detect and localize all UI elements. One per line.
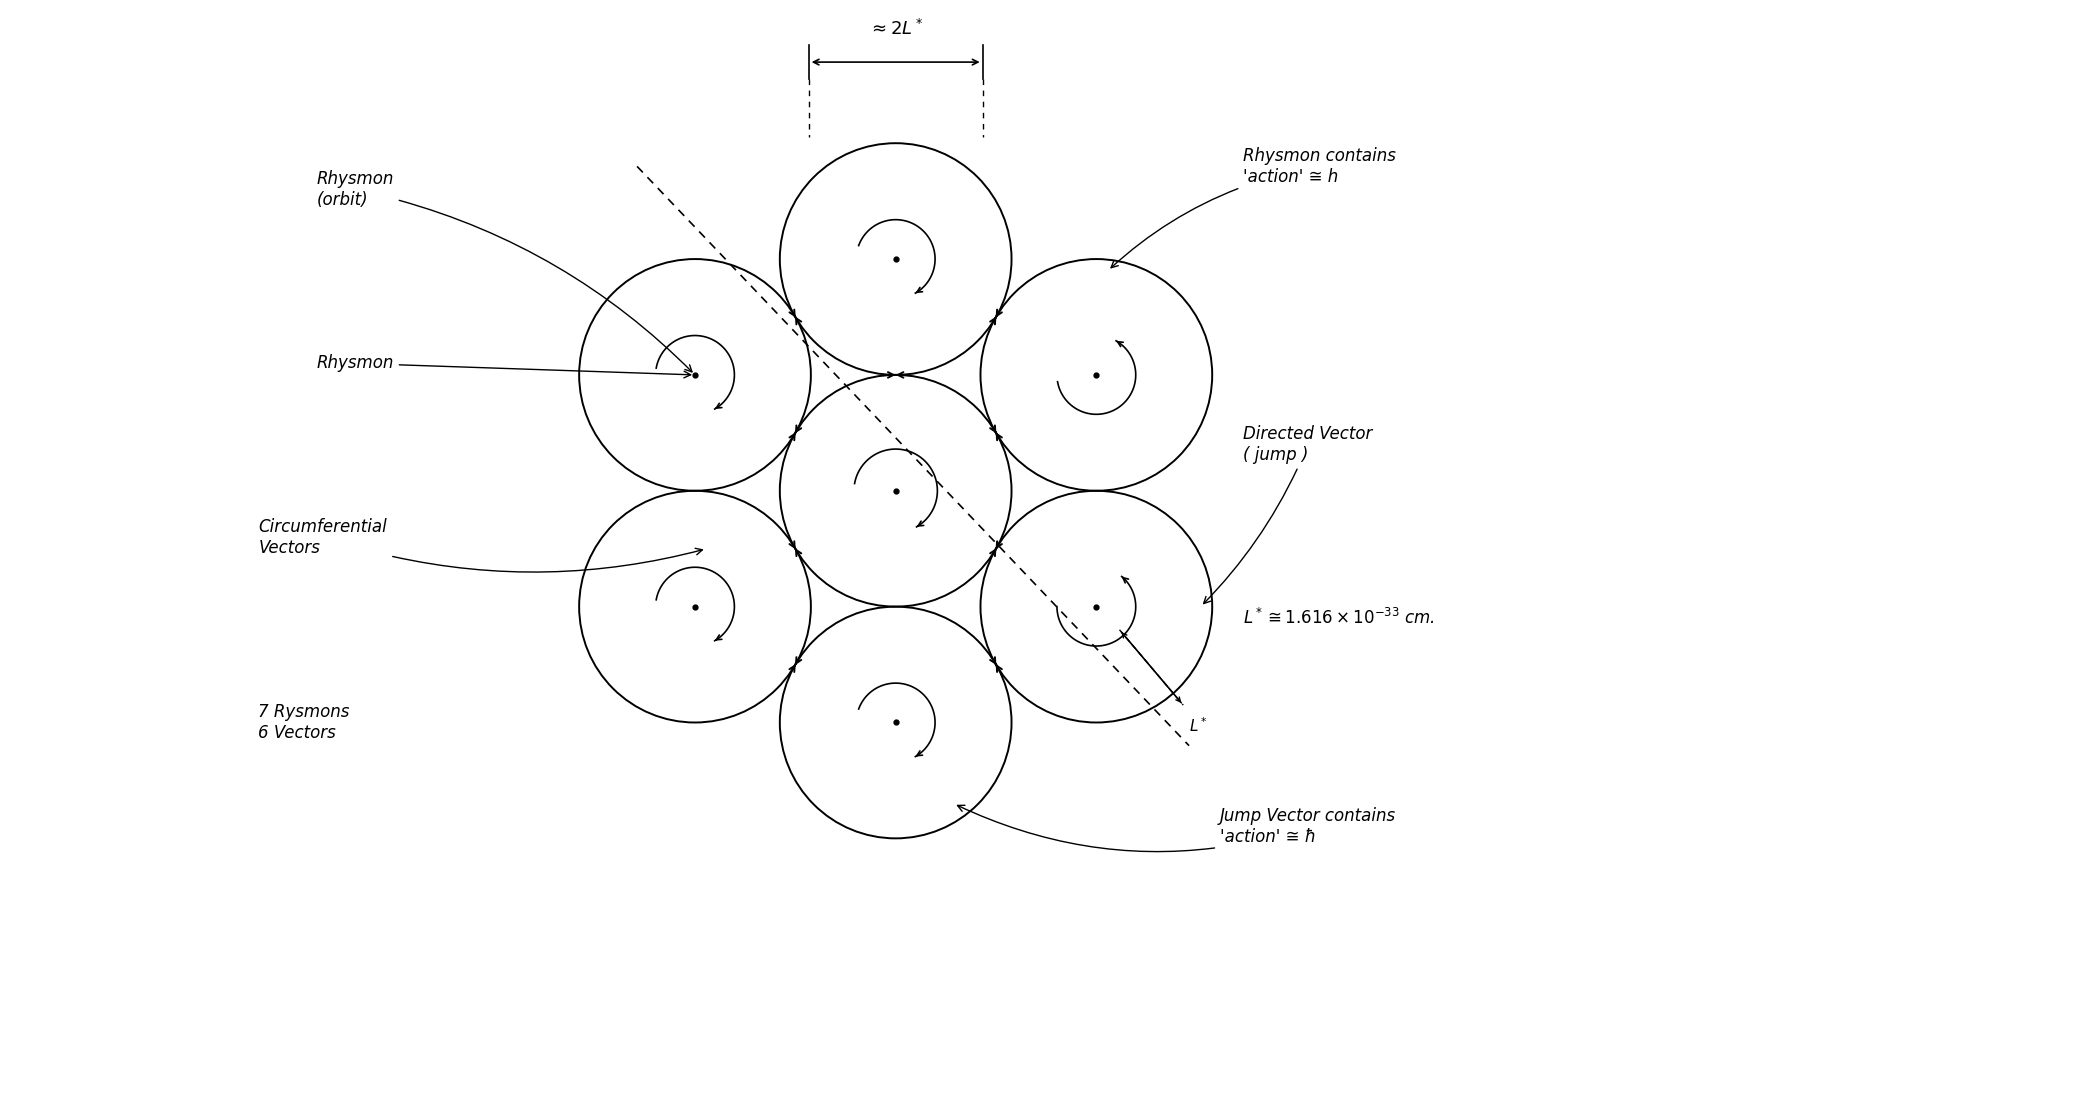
Text: Circumferential
Vectors: Circumferential Vectors — [258, 518, 703, 572]
Text: $L^* \cong 1.616 \times 10^{-33}$ cm.: $L^* \cong 1.616 \times 10^{-33}$ cm. — [1242, 608, 1436, 629]
Text: Rhysmon: Rhysmon — [316, 355, 691, 378]
Text: Jump Vector contains
'action' ≅ ħ: Jump Vector contains 'action' ≅ ħ — [957, 805, 1396, 852]
Text: $L^*$: $L^*$ — [1188, 716, 1207, 735]
Text: Rhysmon
(orbit): Rhysmon (orbit) — [316, 170, 693, 372]
Text: Directed Vector
( jump ): Directed Vector ( jump ) — [1203, 425, 1373, 603]
Text: Rhysmon contains
'action' ≅ h: Rhysmon contains 'action' ≅ h — [1111, 147, 1396, 267]
Text: $\approx 2L^*$: $\approx 2L^*$ — [868, 19, 924, 39]
Text: 7 Rysmons
6 Vectors: 7 Rysmons 6 Vectors — [258, 703, 350, 742]
